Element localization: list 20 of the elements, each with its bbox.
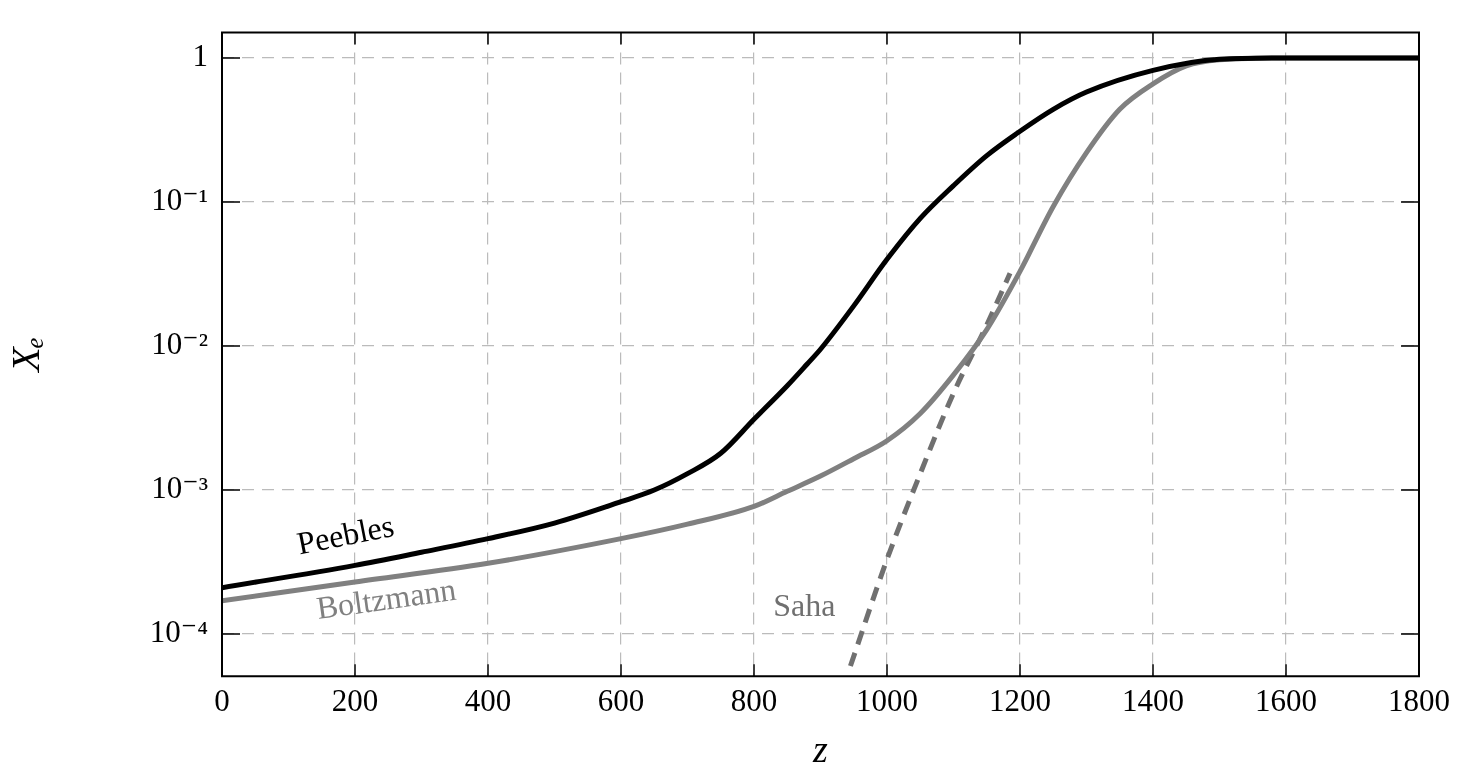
y-tick-label: 10⁻⁴ [149, 614, 208, 650]
x-tick-label: 1600 [1255, 682, 1317, 718]
x-tick-label: 1200 [989, 682, 1051, 718]
x-tick-label: 0 [214, 682, 230, 718]
y-tick-label: 10⁻¹ [151, 182, 208, 218]
text: Peebles [293, 507, 397, 562]
text: Boltzmann [314, 570, 459, 627]
x-tick-label: 800 [730, 682, 778, 718]
series-label: Saha [773, 587, 836, 624]
x-tick-label: 600 [597, 682, 645, 718]
x-tick-label: 400 [464, 682, 512, 718]
x-tick-label: 1400 [1122, 682, 1184, 718]
x-tick-label: 1800 [1388, 682, 1450, 718]
y-tick-label: 10⁻³ [151, 470, 208, 506]
x-tick-label: 1000 [856, 682, 918, 718]
y-tick-label: 10⁻² [151, 326, 208, 362]
y-axis-title: Xₑ [2, 336, 48, 374]
x-axis-title: z [812, 728, 829, 771]
y-tick-label: 1 [192, 38, 208, 74]
x-tick-label: 200 [331, 682, 379, 718]
